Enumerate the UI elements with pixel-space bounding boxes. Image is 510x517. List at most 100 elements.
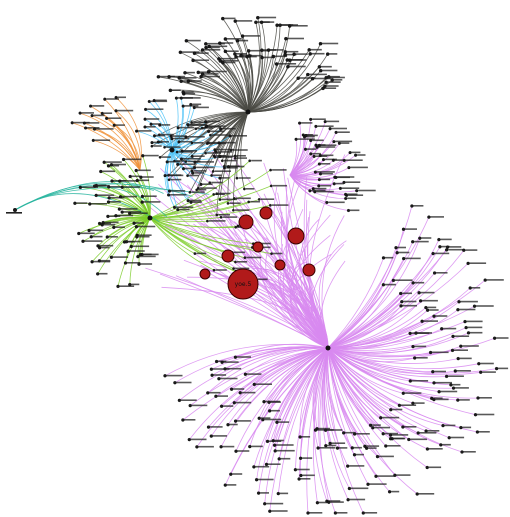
core-node[interactable] [238,214,254,230]
core-node-circle[interactable] [221,249,235,263]
green-east-edge [149,169,271,219]
dark-leaf-label [244,35,260,37]
violet-leaf-label [405,228,417,230]
violet-edge [327,328,442,350]
green-edge [97,217,151,275]
violet-leaf-label [414,281,425,284]
violet-leaf-node [238,391,242,395]
violet-leaf-label [309,512,323,514]
violet-leaf-node [462,248,466,252]
violet-leaf-node [407,437,411,442]
violet-leaf-label [466,320,483,323]
violet-leaf-node [233,355,238,359]
violet-leaf-node [333,511,338,515]
violet-leaf-label [220,377,238,380]
core-node[interactable] [259,206,273,220]
violet-leaf-label [402,292,412,295]
violet-leaf-label [414,345,427,348]
violet-leaf-label [397,246,406,249]
violet-leaf-label [213,374,227,376]
blue-leaf-node [207,129,211,134]
violet-leaf-node [381,432,385,436]
violet-upper-leaf-node [318,172,323,176]
core-node[interactable] [274,259,286,271]
violet-edge [327,247,397,349]
core-node[interactable] [302,263,316,277]
blue-leaf-node [143,125,147,129]
core-node[interactable]: yoe.5 [227,268,259,300]
core-node-label: yoe.5 [235,281,252,288]
violet-leaf-node [431,370,435,374]
violet-leaf-label [459,308,476,311]
dark-leaf-label [286,53,297,56]
green-leaf-label [117,214,134,217]
violet-leaf-label [392,437,406,440]
violet-edge [327,333,411,349]
blue-leaf-label [168,160,181,163]
green-leaf-label [84,240,103,242]
blue-leaf-label [216,148,234,151]
dark-core-leaf-label [221,198,238,201]
core-node[interactable] [199,268,211,280]
violet-leaf-node [456,308,460,312]
violet-leaf-label [166,374,183,377]
core-node[interactable] [252,241,264,253]
dark-leaf-label [278,24,294,26]
violet-leaf-label [318,427,331,430]
blue-leaf-node [150,141,154,145]
core-node-circle[interactable] [287,227,305,245]
green-leaf-node [106,164,111,168]
violet-leaf-label [432,351,449,354]
violet-leaf-label [427,306,437,309]
core-node-circle[interactable] [227,268,259,300]
violet-bridge-edge [219,180,329,349]
violet-upper-leaf-node [348,151,352,155]
dark-leaf-label [310,48,322,51]
blue-leaf-node [152,98,156,103]
violet-leaf-label [384,432,398,435]
violet-upper-leaf-node [332,140,336,144]
core-node-circle[interactable] [199,268,211,280]
violet-upper-leaf-label [312,139,324,142]
violet-upper-leaf-label [314,187,327,190]
blue-leaf-label [183,158,201,160]
violet-leaf-label [462,345,479,347]
violet-leaf-label [260,417,271,419]
dark-leaf-node [240,34,245,38]
dark-leaf-label [333,79,343,81]
dark-leaf-node [223,37,228,41]
dark-leaf-label [236,53,247,55]
green-leaf-node [77,231,81,236]
violet-upper-leaf-label [307,148,317,150]
green-east-leaf-node [212,268,216,272]
dark-edge [247,53,311,113]
violet-upper-leaf-node [317,162,321,166]
orange-leaf-label [92,105,105,107]
core-node-circle[interactable] [252,241,264,253]
violet-leaf-node [417,291,421,295]
dark-leaf-node [274,62,279,66]
violet-upper-leaf-label [297,138,315,140]
violet-leaf-node [401,425,405,429]
dark-leaf-node [296,76,300,80]
dark-leaf-node [200,48,205,52]
core-node-circle[interactable] [238,214,254,230]
core-node[interactable] [221,249,235,263]
orange-leaf-label [81,112,94,114]
violet-leaf-label [328,500,341,502]
violet-edge [327,337,495,357]
dark-core-leaf-label [160,133,174,136]
core-node-circle[interactable] [302,263,316,277]
green-leaf-label [110,201,121,203]
green-east-edge [149,217,239,228]
blue-leaf-label [138,130,152,132]
violet-leaf-label [428,448,443,450]
core-node-circle[interactable] [274,259,286,271]
dark-core-edge [234,111,249,157]
violet-leaf-label [419,432,437,434]
violet-upper-leaf-node [328,127,332,131]
core-node-circle[interactable] [259,206,273,220]
core-node[interactable] [287,227,305,245]
dark-core-leaf-label [166,146,181,148]
dark-core-leaf-label [236,157,247,159]
